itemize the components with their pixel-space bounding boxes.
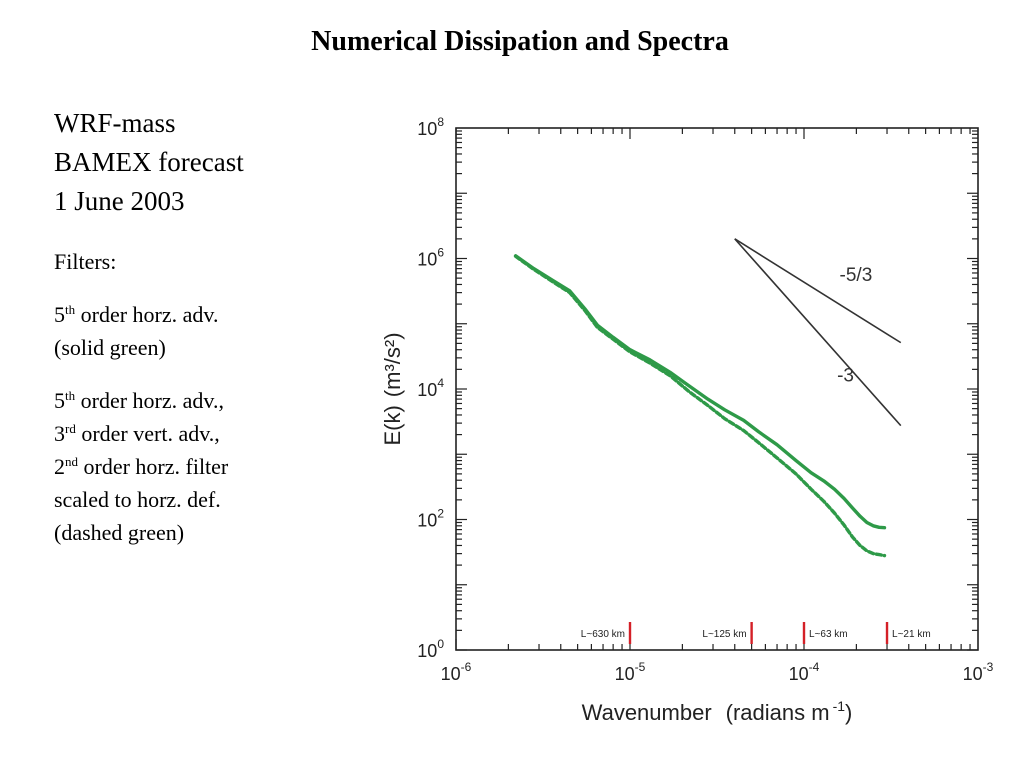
y-tick-label-exponent: 0	[437, 637, 444, 651]
dashed-series-line	[513, 254, 887, 558]
wavelength-marker-label: L~125 km	[702, 629, 746, 640]
y-axis-label-quantity: E(k)	[380, 405, 405, 445]
filter-2-line-1: 5th order horz. adv.,	[54, 384, 374, 417]
y-tick-label-exponent: 8	[437, 115, 444, 129]
slide-title: Numerical Dissipation and Spectra	[311, 26, 729, 57]
filter-2-text-3: order horz. filter	[78, 454, 229, 480]
x-axis-label-units-close: )	[845, 700, 852, 725]
x-tick-label-base: 10	[441, 664, 461, 684]
reference-slope-label: -5/3	[840, 265, 873, 286]
wavelength-marker-label: L~630 km	[581, 629, 625, 640]
wavelength-markers: L~630 km L~125 km L~63 km L~21 km	[581, 622, 931, 644]
y-tick-label: 106	[417, 246, 444, 270]
y-tick-label-base: 10	[417, 250, 437, 270]
wavelength-marker-label: L~63 km	[809, 629, 848, 640]
filter-2-line-4: scaled to horz. def.	[54, 487, 221, 513]
y-tick-label: 104	[417, 376, 444, 400]
filter-1-style: (solid green)	[54, 335, 166, 361]
y-axis-label: E(k) (m³/s²)	[380, 332, 405, 445]
x-tick-label-exponent: -3	[983, 660, 994, 674]
y-tick-label-exponent: 6	[437, 246, 444, 260]
filter-2-order-1-suffix: th	[65, 388, 76, 404]
y-tick-label: 102	[417, 507, 444, 531]
x-tick-label-base: 10	[963, 664, 983, 684]
y-tick-label-exponent: 4	[437, 376, 444, 390]
x-axis-label: Wavenumber (radians m -1)	[582, 698, 853, 725]
model-name: WRF-mass	[54, 108, 176, 138]
forecast-name: BAMEX forecast	[54, 147, 244, 178]
filter-2-order-3: 2	[54, 454, 65, 480]
y-tick-label-exponent: 2	[437, 507, 444, 521]
x-tick-label-exponent: -4	[809, 660, 820, 674]
filter-2-order-2: 3	[54, 421, 65, 447]
filter-2-line-3: 2nd order horz. filter	[54, 450, 374, 483]
filter-1-text: order horz. adv.	[75, 302, 219, 328]
x-tick-label: 10-3	[963, 660, 994, 684]
x-tick-label: 10-6	[441, 660, 472, 684]
filter-2-order-1: 5	[54, 388, 65, 414]
x-tick-label-base: 10	[789, 664, 809, 684]
filter-2-order-2-suffix: rd	[65, 421, 76, 437]
forecast-date: 1 June 2003	[54, 186, 185, 217]
x-axis-label-units-exponent: -1	[833, 698, 846, 714]
y-axis-label-units: (m³/s²)	[380, 332, 405, 397]
wavelength-marker-label: L~21 km	[892, 629, 931, 640]
y-tick-label: 108	[417, 115, 444, 139]
y-tick-label: 100	[417, 637, 444, 661]
x-axis-label-units: (radians m	[726, 700, 830, 725]
filters-label: Filters:	[54, 249, 117, 275]
reference-slope-line	[734, 238, 902, 344]
x-tick-label: 10-5	[615, 660, 646, 684]
filter-2-line-2: 3rd order vert. adv.,	[54, 417, 374, 450]
y-tick-label-base: 10	[417, 119, 437, 139]
x-tick-label-base: 10	[615, 664, 635, 684]
reference-lines: -5/3 -3	[734, 238, 902, 427]
x-axis-label-quantity: Wavenumber	[582, 700, 712, 725]
y-tick-label-base: 10	[417, 511, 437, 531]
x-tick-label-exponent: -6	[461, 660, 472, 674]
plot-frame	[455, 127, 979, 651]
filter-2-style: (dashed green)	[54, 520, 185, 546]
y-tick-label-base: 10	[417, 380, 437, 400]
x-tick-label-exponent: -5	[635, 660, 646, 674]
x-tick-label: 10-4	[789, 660, 820, 684]
filter-2-text-2: order vert. adv.,	[75, 421, 220, 447]
spectrum-series	[513, 254, 887, 558]
filter-1-order: 5	[54, 302, 65, 328]
reference-slope-label: -3	[837, 366, 854, 387]
y-tick-label-base: 10	[417, 641, 437, 661]
left-description: WRF-mass BAMEX forecast 1 June 2003 Filt…	[54, 104, 374, 549]
filter-1-order-suffix: th	[65, 302, 76, 318]
filter-1-line: 5th order horz. adv.	[54, 298, 374, 331]
axis-ticks	[455, 128, 978, 651]
filter-2-text-1: order horz. adv.,	[75, 388, 224, 414]
reference-slope-line	[734, 238, 902, 427]
filter-2-order-3-suffix: nd	[65, 454, 78, 470]
